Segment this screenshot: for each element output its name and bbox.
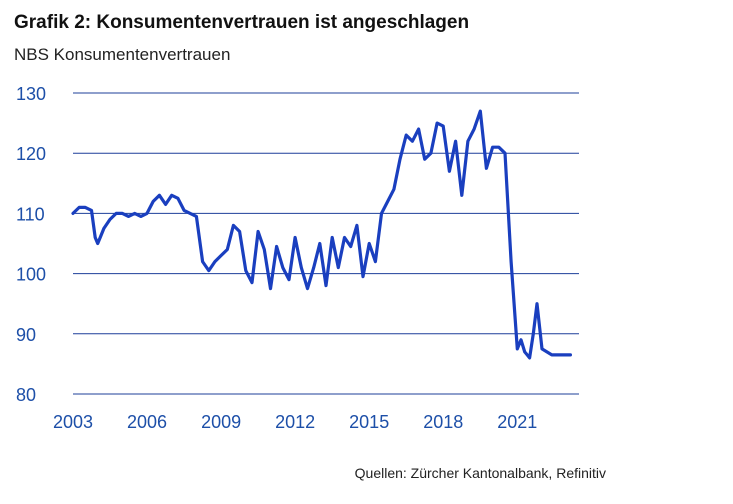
series-group — [71, 109, 573, 360]
x-tick-label: 2018 — [423, 412, 463, 432]
x-tick-label: 2009 — [201, 412, 241, 432]
y-tick-label: 80 — [16, 385, 36, 405]
x-tick-label: 2021 — [497, 412, 537, 432]
y-axis-ticks: 80 90 100 110 120 130 — [16, 84, 46, 405]
y-tick-label: 90 — [16, 325, 36, 345]
y-tick-label: 110 — [16, 204, 45, 224]
y-tick-label: 130 — [16, 84, 46, 104]
y-tick-label: 100 — [16, 265, 46, 285]
x-tick-label: 2015 — [349, 412, 389, 432]
x-tick-label: 2012 — [275, 412, 315, 432]
series-line-0 — [71, 109, 573, 360]
x-tick-label: 2006 — [127, 412, 167, 432]
x-tick-label: 2003 — [53, 412, 93, 432]
source-note: Quellen: Zürcher Kantonalbank, Refinitiv — [354, 465, 606, 481]
chart-title: Grafik 2: Konsumentenvertrauen ist anges… — [14, 12, 470, 33]
x-axis-ticks: 2003 2006 2009 2012 2015 2018 2021 — [53, 412, 537, 432]
gridlines — [73, 92, 579, 395]
y-tick-label: 120 — [16, 144, 46, 164]
chart-subtitle: NBS Konsumentenvertrauen — [14, 45, 231, 64]
